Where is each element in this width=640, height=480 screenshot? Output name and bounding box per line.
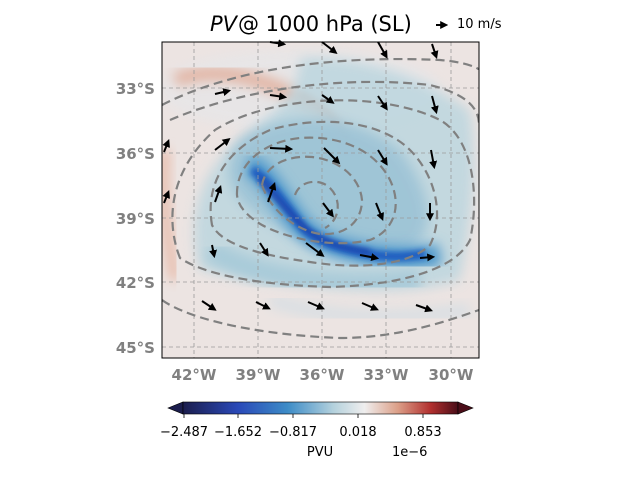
wind-vectors [162, 21, 449, 313]
pv-field [162, 42, 479, 358]
colorbar-tick: 0.853 [404, 425, 442, 440]
lon-label: 39°W [236, 366, 281, 384]
colorbar-label: PVU [306, 445, 334, 460]
colorbar-tick: −2.487 [159, 425, 209, 440]
lon-label: 36°W [300, 366, 345, 384]
colorbar-tick: 0.018 [339, 425, 377, 440]
colorbar-tick: −1.652 [213, 425, 263, 440]
lat-label: 39°S [116, 210, 155, 228]
title-variable: PV [210, 12, 238, 36]
lat-labels: 33°S 36°S 39°S 42°S 45°S [116, 80, 155, 357]
map-frame [161, 41, 480, 359]
lat-label: 42°S [116, 274, 155, 292]
quiver-key-label: 10 m/s [457, 17, 502, 32]
gridlines [162, 42, 479, 358]
lon-labels: 42°W 39°W 36°W 33°W 30°W [172, 366, 474, 384]
lat-label: 45°S [116, 339, 155, 357]
colorbar [167, 401, 474, 418]
height-contours [162, 57, 479, 340]
lon-label: 30°W [429, 366, 474, 384]
colorbar-exponent: 1e−6 [392, 445, 428, 460]
lat-label: 36°S [116, 145, 155, 163]
lon-label: 33°W [364, 366, 409, 384]
colorbar-tick: −0.817 [268, 425, 318, 440]
lat-label: 33°S [116, 80, 155, 98]
title-level: @ 1000 hPa (SL) [238, 12, 412, 36]
lon-label: 42°W [172, 366, 217, 384]
